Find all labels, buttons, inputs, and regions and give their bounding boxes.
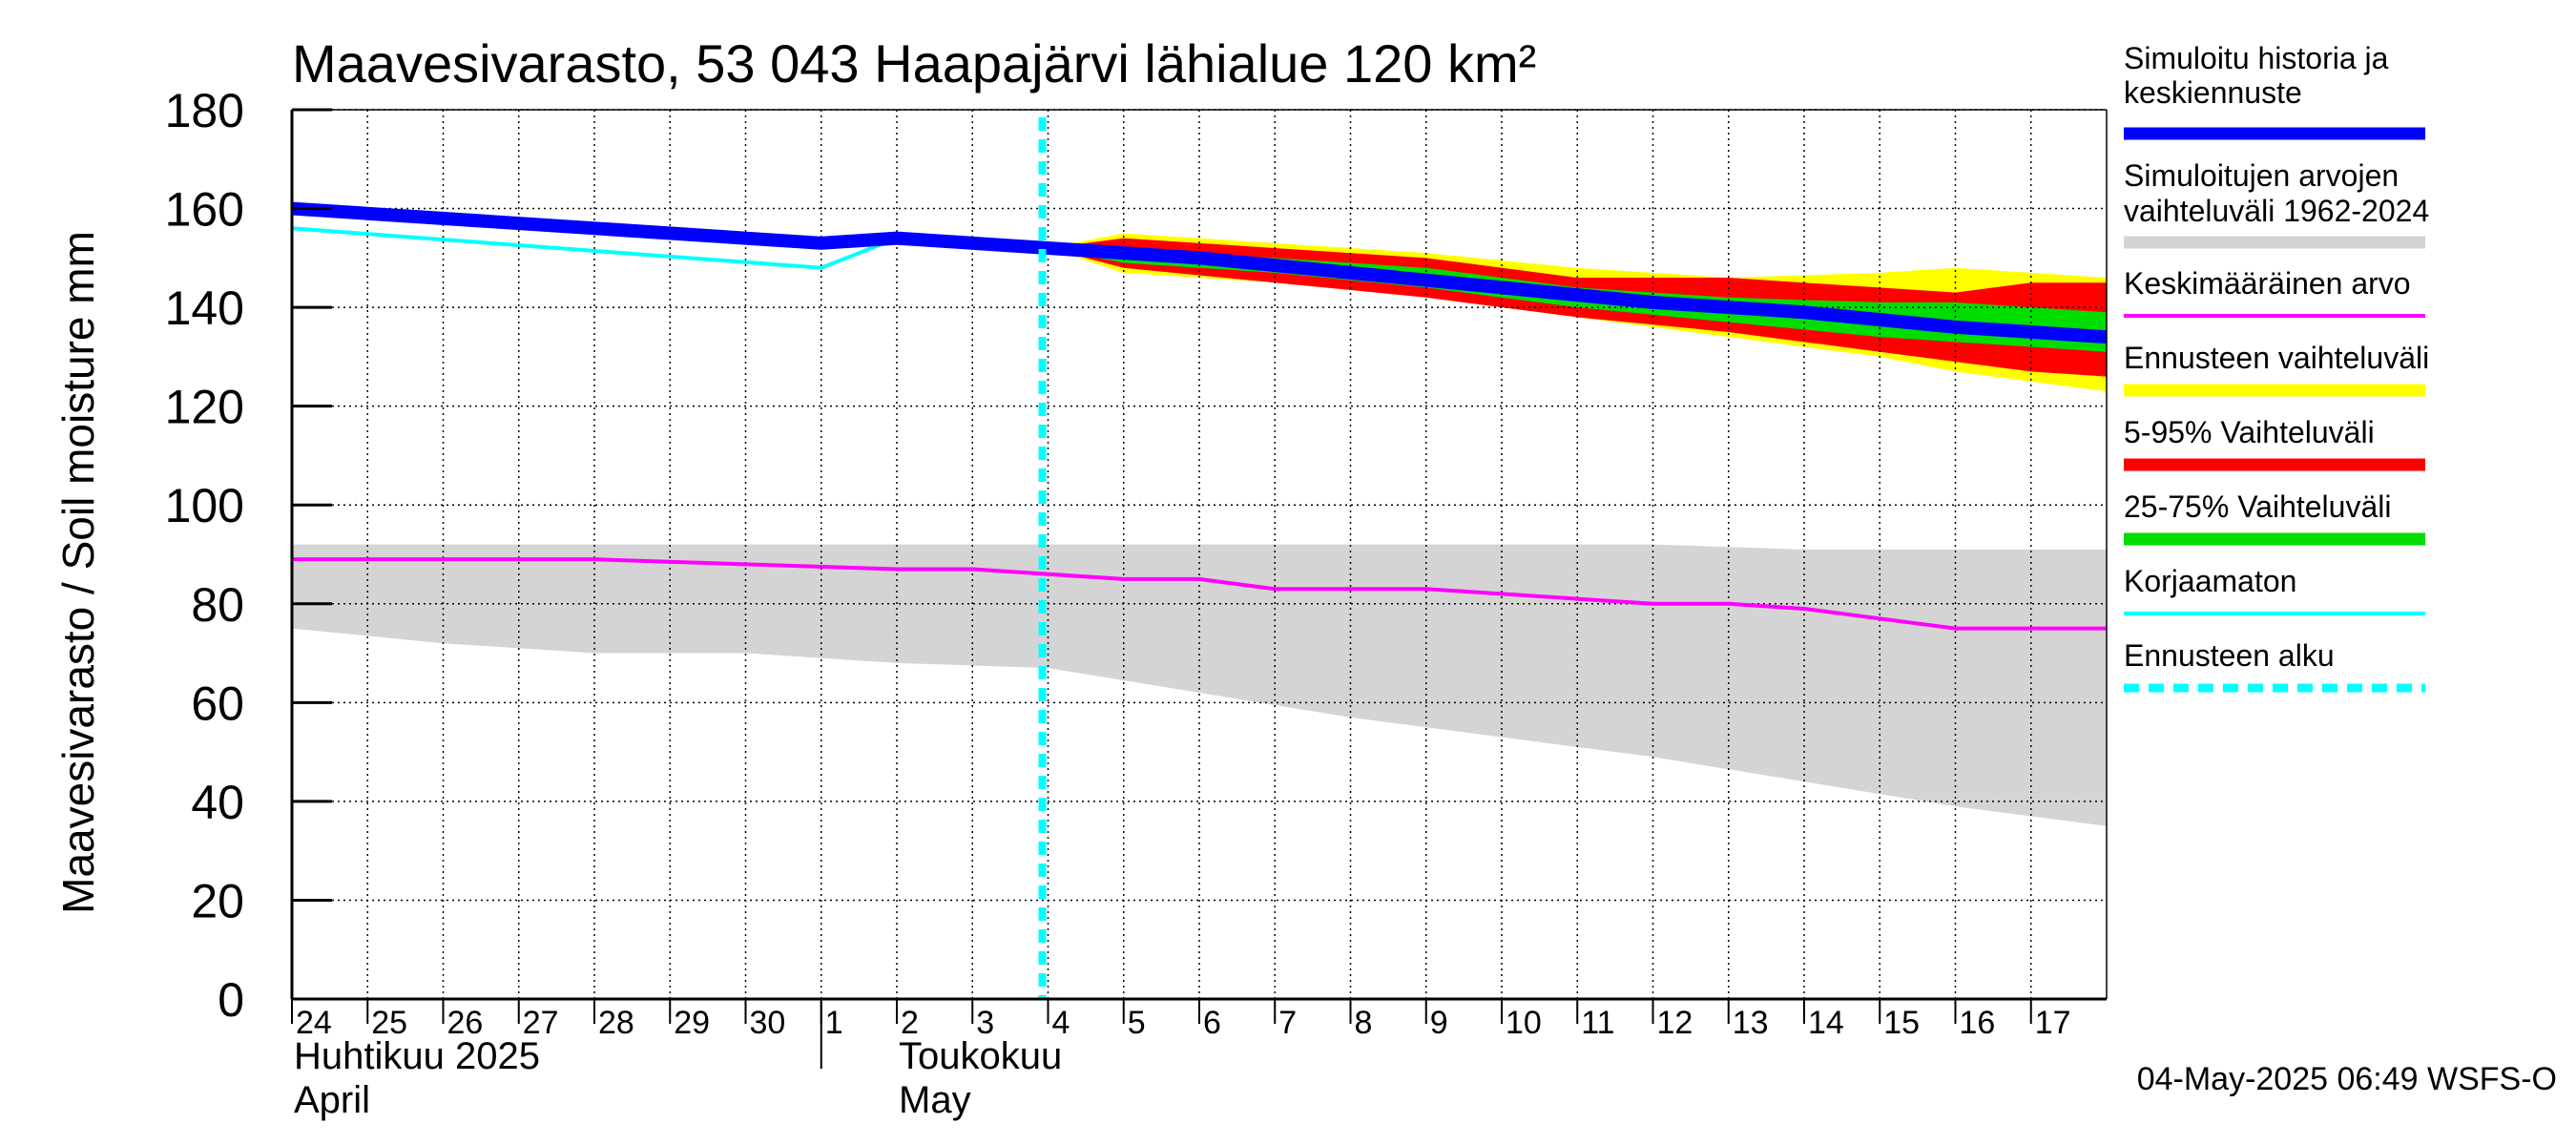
month-label-fi: Toukokuu — [899, 1035, 1062, 1077]
x-tick-label: 2 — [901, 1005, 919, 1041]
x-tick-label: 25 — [371, 1005, 407, 1041]
x-tick-label: 8 — [1355, 1005, 1373, 1041]
y-tick-label: 180 — [165, 84, 244, 137]
timestamp: 04-May-2025 06:49 WSFS-O — [2137, 1061, 2557, 1097]
legend-label: Ennusteen vaihteluväli — [2124, 341, 2429, 375]
y-tick-label: 20 — [191, 874, 244, 927]
series-lines — [291, 117, 2108, 999]
legend-label: Simuloitu historia ja — [2124, 41, 2389, 75]
x-tick-label: 13 — [1733, 1005, 1769, 1041]
legend-label: vaihteluväli 1962-2024 — [2124, 194, 2429, 228]
x-tick-label: 14 — [1808, 1005, 1844, 1041]
y-tick-label: 100 — [165, 479, 244, 532]
y-tick-label: 40 — [191, 776, 244, 829]
y-tick-label: 160 — [165, 183, 244, 237]
y-tick-labels: 0 20 40 60 80 100 120 140 160 180 — [165, 84, 244, 1027]
x-tick-label: 16 — [1960, 1005, 1996, 1041]
legend-label: 25-75% Vaihteluväli — [2124, 489, 2391, 524]
legend-label: Simuloitujen arvojen — [2124, 158, 2399, 193]
x-tick-label: 12 — [1657, 1005, 1693, 1041]
x-tick-label: 28 — [598, 1005, 634, 1041]
x-tick-label: 29 — [674, 1005, 710, 1041]
y-tick-label: 140 — [165, 281, 244, 335]
x-tick-label: 30 — [750, 1005, 786, 1041]
x-tick-label: 17 — [2035, 1005, 2071, 1041]
x-tick-label: 4 — [1052, 1005, 1070, 1041]
series-line — [291, 201, 2108, 344]
x-tick-labels: 24 25 26 27 28 29 30 1 2 3 4 5 6 7 8 9 10 11 12 13 14 15 16 17 — [296, 1005, 2071, 1041]
x-tick-label: 27 — [523, 1005, 559, 1041]
x-tick-label: 24 — [296, 1005, 332, 1041]
month-label-en: May — [899, 1079, 971, 1121]
x-tick-label: 11 — [1581, 1005, 1614, 1041]
legend-label: Keskimääräinen arvo — [2124, 266, 2411, 301]
x-tick-label: 9 — [1430, 1005, 1448, 1041]
legend-label: Korjaamaton — [2124, 564, 2296, 598]
y-tick-label: 60 — [191, 677, 244, 730]
x-tick-label: 5 — [1128, 1005, 1146, 1041]
y-axis-label: Maavesivarasto / Soil moisture mm — [53, 231, 103, 914]
x-tick-label: 15 — [1883, 1005, 1920, 1041]
legend-label: 5-95% Vaihteluväli — [2124, 415, 2375, 449]
y-tick-label: 80 — [191, 578, 244, 632]
x-tick-label: 3 — [976, 1005, 994, 1041]
x-tick-label: 26 — [447, 1005, 484, 1041]
month-label-fi: Huhtikuu 2025 — [294, 1035, 540, 1077]
legend-label: keskiennuste — [2124, 75, 2302, 110]
month-label-en: April — [294, 1079, 370, 1121]
y-tick-label: 120 — [165, 381, 244, 434]
x-tick-label: 6 — [1203, 1005, 1221, 1041]
series-line — [292, 557, 2107, 631]
axes — [290, 108, 2108, 1069]
y-tick-label: 0 — [218, 973, 244, 1027]
chart-title: Maavesivarasto, 53 043 Haapajärvi lähial… — [292, 33, 1536, 94]
x-tick-label: 7 — [1278, 1005, 1297, 1041]
legend-label: Ennusteen alku — [2124, 638, 2335, 673]
x-tick-label: 1 — [825, 1005, 843, 1041]
x-tick-label: 10 — [1506, 1005, 1542, 1041]
